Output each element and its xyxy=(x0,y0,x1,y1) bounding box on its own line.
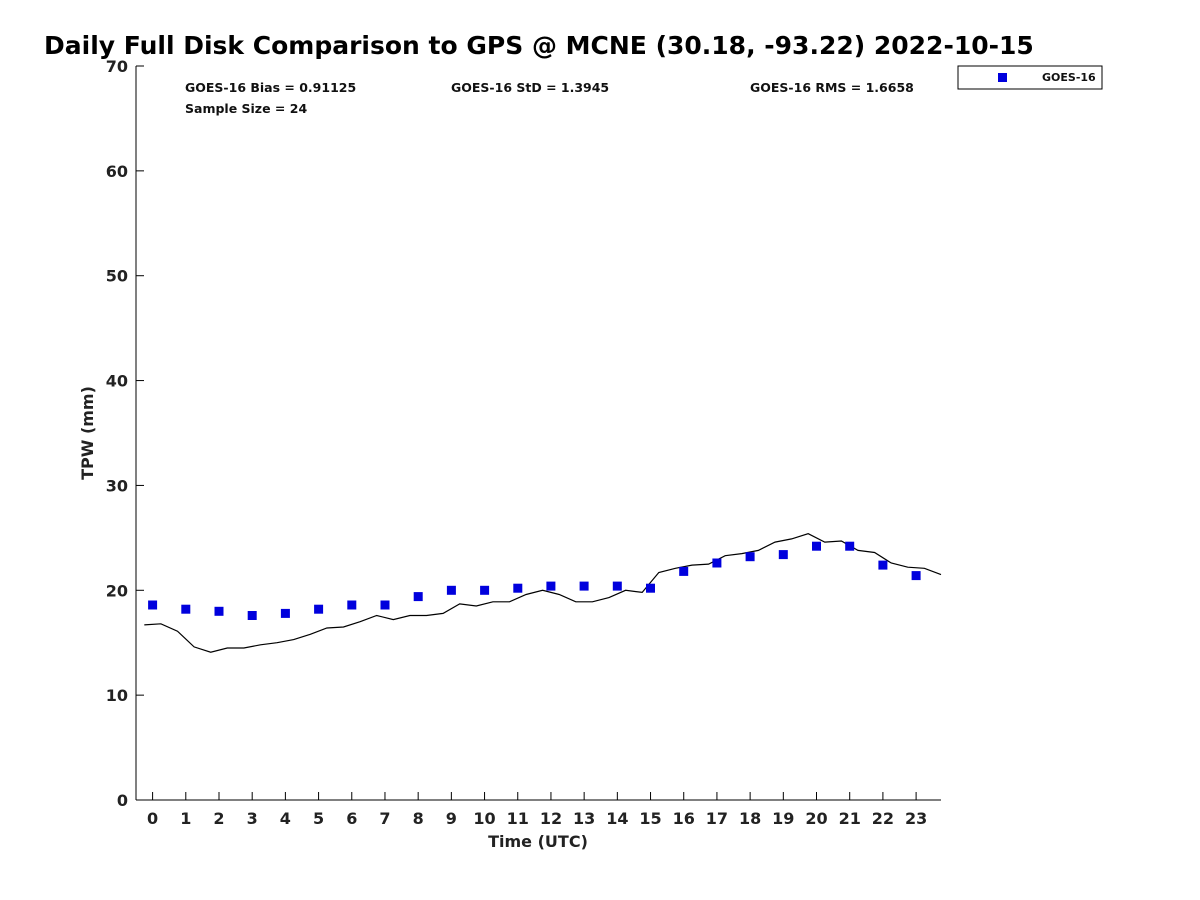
goes-16-point xyxy=(148,600,158,610)
x-axis-label: Time (UTC) xyxy=(488,832,588,851)
goes-16-point xyxy=(878,560,888,570)
x-tick-label: 9 xyxy=(446,809,457,828)
y-tick-label: 40 xyxy=(106,372,128,391)
legend-label: GOES-16 xyxy=(1042,71,1096,84)
x-tick-label: 8 xyxy=(413,809,424,828)
goes-16-point xyxy=(679,566,689,576)
goes-16-point xyxy=(579,581,589,591)
goes-16-point xyxy=(280,608,290,618)
x-tick-label: 4 xyxy=(280,809,291,828)
goes-16-point xyxy=(347,600,357,610)
legend-marker xyxy=(998,73,1007,82)
goes-16-point xyxy=(646,583,655,593)
y-tick-label: 50 xyxy=(106,267,128,286)
legend-box xyxy=(957,65,1103,90)
x-tick-label: 0 xyxy=(147,809,158,828)
goes-16-point xyxy=(513,583,523,593)
stat-sample-size: Sample Size = 24 xyxy=(185,101,307,116)
stat-bias: GOES-16 Bias = 0.91125 xyxy=(185,80,356,95)
goes-16-point xyxy=(911,571,921,581)
x-tick-label: 21 xyxy=(839,809,861,828)
x-tick-label: 16 xyxy=(673,809,695,828)
x-tick-label: 3 xyxy=(247,809,258,828)
goes-16-point xyxy=(778,550,788,560)
goes-16-point xyxy=(247,611,257,620)
y-tick-label: 0 xyxy=(117,791,128,810)
y-tick-label: 30 xyxy=(106,476,128,495)
goes-16-point xyxy=(845,541,855,551)
x-tick-label: 15 xyxy=(639,809,661,828)
x-tick-label: 10 xyxy=(473,809,495,828)
stat-rms: GOES-16 RMS = 1.6658 xyxy=(750,80,914,95)
goes-16-point xyxy=(812,541,821,551)
goes-16-point xyxy=(446,585,456,595)
x-tick-label: 22 xyxy=(872,809,894,828)
reference-line xyxy=(144,533,942,653)
y-tick-label: 20 xyxy=(106,581,128,600)
goes-16-point xyxy=(181,604,191,614)
x-tick-label: 19 xyxy=(772,809,794,828)
x-tick-label: 20 xyxy=(805,809,827,828)
goes-16-point xyxy=(480,585,490,595)
goes-16-point xyxy=(413,592,423,602)
x-tick-label: 11 xyxy=(507,809,529,828)
legend: GOES-16 xyxy=(957,65,1103,90)
x-tick-label: 18 xyxy=(739,809,761,828)
x-tick-label: 2 xyxy=(213,809,224,828)
y-tick-label: 60 xyxy=(106,162,128,181)
y-tick-label: 10 xyxy=(106,686,128,705)
y-axis-label: TPW (mm) xyxy=(78,386,97,480)
x-tick-label: 17 xyxy=(706,809,728,828)
stat-std: GOES-16 StD = 1.3945 xyxy=(451,80,609,95)
y-tick-label: 70 xyxy=(106,57,128,76)
x-tick-label: 6 xyxy=(346,809,357,828)
goes-16-point xyxy=(214,606,224,616)
x-tick-label: 14 xyxy=(606,809,628,828)
line-series-layer xyxy=(144,533,942,653)
goes-16-point xyxy=(314,604,324,614)
x-tick-label: 5 xyxy=(313,809,324,828)
chart-title: Daily Full Disk Comparison to GPS @ MCNE… xyxy=(44,31,1034,60)
goes-16-point xyxy=(380,600,390,610)
goes-16-point xyxy=(745,552,755,562)
goes-16-point xyxy=(546,581,556,591)
x-tick-label: 13 xyxy=(573,809,595,828)
goes-16-point xyxy=(712,558,722,568)
goes-16-point xyxy=(612,581,622,591)
x-tick-label: 1 xyxy=(180,809,191,828)
x-tick-label: 23 xyxy=(905,809,927,828)
x-tick-label: 12 xyxy=(540,809,562,828)
x-tick-label: 7 xyxy=(379,809,390,828)
scatter-series-layer xyxy=(148,541,921,620)
